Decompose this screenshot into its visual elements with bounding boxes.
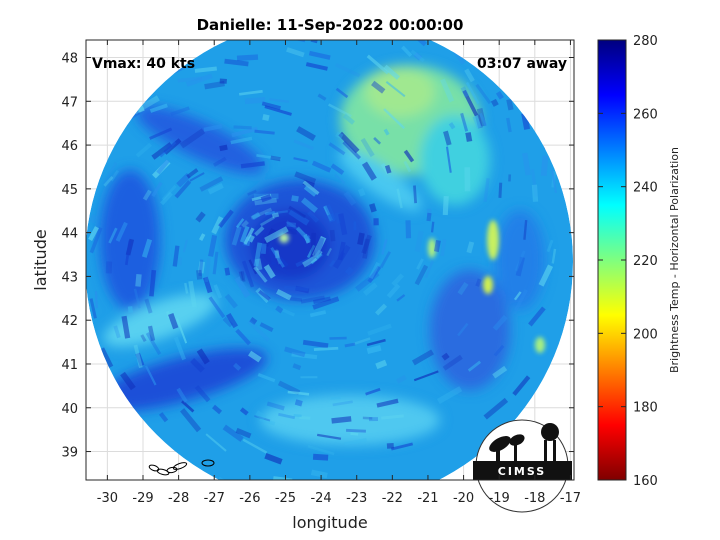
plot-border bbox=[85, 39, 575, 481]
y-tick-label: 44 bbox=[61, 227, 78, 242]
y-tick-label: 39 bbox=[61, 446, 78, 461]
x-tick-label: -30 bbox=[97, 491, 118, 506]
cimss-logo: CIMSS bbox=[473, 419, 572, 513]
x-tick-label: -23 bbox=[346, 491, 367, 506]
y-tick-label: 42 bbox=[61, 314, 78, 329]
y-tick-label: 47 bbox=[61, 95, 78, 110]
x-tick-label: -17 bbox=[560, 491, 581, 506]
satellite-dish-icon bbox=[489, 434, 525, 464]
vmax-annotation: Vmax: 40 kts bbox=[92, 56, 195, 72]
x-tick-label: -25 bbox=[275, 491, 296, 506]
islands-outline bbox=[148, 459, 215, 476]
y-tick-label: 43 bbox=[61, 270, 78, 285]
colorbar-tick-label: 240 bbox=[633, 181, 658, 196]
water-tower-icon bbox=[541, 423, 559, 464]
x-tick-label: -20 bbox=[453, 491, 474, 506]
colorbar-tick-label: 220 bbox=[633, 254, 658, 269]
y-tick-label: 45 bbox=[61, 183, 78, 198]
x-tick-label: -28 bbox=[168, 491, 189, 506]
y-tick-label: 41 bbox=[61, 358, 78, 373]
brightness-temp-swath bbox=[86, 40, 573, 480]
x-tick-label: -26 bbox=[239, 491, 260, 506]
y-axis-label: latitude bbox=[31, 229, 50, 290]
colorbar-tick-label: 280 bbox=[633, 34, 658, 49]
x-tick-label: -21 bbox=[417, 491, 438, 506]
colorbar-tick-label: 200 bbox=[633, 327, 658, 342]
y-tick-label: 40 bbox=[61, 402, 78, 417]
x-tick-label: -24 bbox=[310, 491, 331, 506]
colorbar-tick-label: 160 bbox=[633, 474, 658, 489]
colorbar-tick-label: 260 bbox=[633, 107, 658, 122]
colorbar-tick-label: 180 bbox=[633, 401, 658, 416]
y-tick-label: 46 bbox=[61, 139, 78, 154]
x-ticks: -30 -29 -28 -27 -26 -25 -24 -23 -22 -21 -20 -19 -18-… bbox=[97, 40, 581, 506]
x-tick-label: -19 bbox=[489, 491, 510, 506]
x-tick-label: -29 bbox=[132, 491, 153, 506]
y-ticks: 39 40 41 42 43 44 45 46 47 48 bbox=[61, 52, 574, 461]
x-axis-label: longitude bbox=[292, 513, 367, 532]
x-tick-label: -27 bbox=[204, 491, 225, 506]
colorbar-label: Brightness Temp - Horizontal Polarizatio… bbox=[668, 147, 681, 373]
time-away-annotation: 03:07 away bbox=[477, 56, 567, 72]
x-tick-label: -18 bbox=[524, 491, 545, 506]
y-tick-label: 48 bbox=[61, 52, 78, 67]
colorbar-ticks: 160 180 200 220 240 260 280 bbox=[598, 34, 658, 489]
x-tick-label: -22 bbox=[382, 491, 403, 506]
logo-text: CIMSS bbox=[498, 465, 546, 478]
chart-title: Danielle: 11-Sep-2022 00:00:00 bbox=[197, 16, 464, 34]
